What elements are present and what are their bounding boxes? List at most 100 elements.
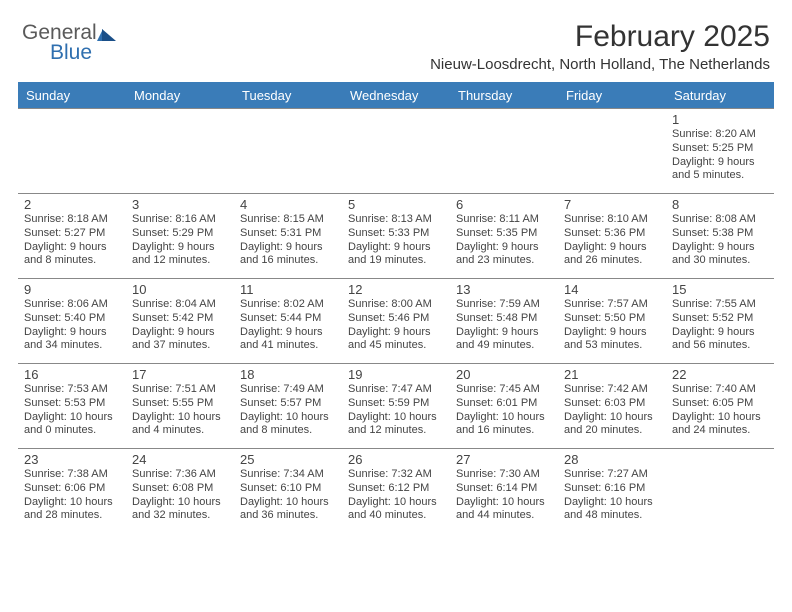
day-info-line: Sunrise: 8:00 AM — [348, 298, 444, 312]
empty-cell — [234, 109, 342, 193]
day-info-line: Sunrise: 7:57 AM — [564, 298, 660, 312]
day-cell: 15Sunrise: 7:55 AMSunset: 5:52 PMDayligh… — [666, 279, 774, 363]
calendar-body: 1Sunrise: 8:20 AMSunset: 5:25 PMDaylight… — [18, 108, 774, 533]
empty-cell — [126, 109, 234, 193]
day-info-line: Sunrise: 7:55 AM — [672, 298, 768, 312]
day-info-line: and 8 minutes. — [24, 254, 120, 268]
day-number: 15 — [672, 282, 768, 297]
logo: General Blue — [22, 22, 116, 63]
day-info-line: Daylight: 9 hours — [348, 326, 444, 340]
day-info-line: Sunset: 5:33 PM — [348, 227, 444, 241]
week-row: 16Sunrise: 7:53 AMSunset: 5:53 PMDayligh… — [18, 363, 774, 448]
day-info-line: and 56 minutes. — [672, 339, 768, 353]
day-info-line: and 48 minutes. — [564, 509, 660, 523]
day-info-line: Daylight: 9 hours — [672, 241, 768, 255]
day-cell: 27Sunrise: 7:30 AMSunset: 6:14 PMDayligh… — [450, 449, 558, 533]
day-header: Wednesday — [342, 84, 450, 108]
day-number: 3 — [132, 197, 228, 212]
title-block: February 2025 Nieuw-Loosdrecht, North Ho… — [430, 20, 770, 73]
day-cell: 23Sunrise: 7:38 AMSunset: 6:06 PMDayligh… — [18, 449, 126, 533]
day-info-line: Sunset: 5:46 PM — [348, 312, 444, 326]
day-info-line: Sunrise: 7:30 AM — [456, 468, 552, 482]
day-info-line: and 53 minutes. — [564, 339, 660, 353]
day-info-line: and 16 minutes. — [240, 254, 336, 268]
day-info-line: Sunrise: 7:38 AM — [24, 468, 120, 482]
day-info-line: and 45 minutes. — [348, 339, 444, 353]
week-row: 23Sunrise: 7:38 AMSunset: 6:06 PMDayligh… — [18, 448, 774, 533]
day-info-line: Sunrise: 8:15 AM — [240, 213, 336, 227]
day-number: 23 — [24, 452, 120, 467]
day-info-line: and 5 minutes. — [672, 169, 768, 183]
day-info-line: and 24 minutes. — [672, 424, 768, 438]
day-info-line: Sunrise: 7:27 AM — [564, 468, 660, 482]
day-info-line: Sunset: 5:59 PM — [348, 397, 444, 411]
day-cell: 25Sunrise: 7:34 AMSunset: 6:10 PMDayligh… — [234, 449, 342, 533]
day-info-line: Sunset: 5:53 PM — [24, 397, 120, 411]
calendar-header-row: SundayMondayTuesdayWednesdayThursdayFrid… — [18, 84, 774, 108]
day-number: 9 — [24, 282, 120, 297]
day-cell: 1Sunrise: 8:20 AMSunset: 5:25 PMDaylight… — [666, 109, 774, 193]
day-info-line: Daylight: 9 hours — [240, 326, 336, 340]
day-info-line: Sunrise: 8:10 AM — [564, 213, 660, 227]
day-number: 5 — [348, 197, 444, 212]
day-info-line: Sunrise: 7:34 AM — [240, 468, 336, 482]
day-info-line: Sunrise: 7:45 AM — [456, 383, 552, 397]
day-info-line: Daylight: 10 hours — [132, 411, 228, 425]
day-number: 13 — [456, 282, 552, 297]
empty-cell — [18, 109, 126, 193]
day-info-line: Sunset: 5:29 PM — [132, 227, 228, 241]
day-cell: 6Sunrise: 8:11 AMSunset: 5:35 PMDaylight… — [450, 194, 558, 278]
day-info-line: Sunrise: 7:53 AM — [24, 383, 120, 397]
day-number: 28 — [564, 452, 660, 467]
day-info-line: Sunset: 5:50 PM — [564, 312, 660, 326]
day-header: Tuesday — [234, 84, 342, 108]
day-cell: 10Sunrise: 8:04 AMSunset: 5:42 PMDayligh… — [126, 279, 234, 363]
day-cell: 20Sunrise: 7:45 AMSunset: 6:01 PMDayligh… — [450, 364, 558, 448]
day-info-line: and 32 minutes. — [132, 509, 228, 523]
day-info-line: Sunrise: 7:40 AM — [672, 383, 768, 397]
day-number: 12 — [348, 282, 444, 297]
day-info-line: Sunset: 6:16 PM — [564, 482, 660, 496]
day-info-line: and 41 minutes. — [240, 339, 336, 353]
day-info-line: Daylight: 10 hours — [348, 411, 444, 425]
day-number: 21 — [564, 367, 660, 382]
day-info-line: Sunrise: 8:13 AM — [348, 213, 444, 227]
day-number: 26 — [348, 452, 444, 467]
logo-blue-text: Blue — [50, 42, 116, 63]
day-number: 7 — [564, 197, 660, 212]
day-info-line: Sunrise: 8:20 AM — [672, 128, 768, 142]
day-info-line: Daylight: 10 hours — [132, 496, 228, 510]
day-info-line: Sunrise: 8:18 AM — [24, 213, 120, 227]
day-info-line: Sunrise: 8:08 AM — [672, 213, 768, 227]
day-info-line: Daylight: 9 hours — [240, 241, 336, 255]
day-number: 20 — [456, 367, 552, 382]
day-info-line: and 23 minutes. — [456, 254, 552, 268]
day-info-line: Sunrise: 7:51 AM — [132, 383, 228, 397]
day-cell: 18Sunrise: 7:49 AMSunset: 5:57 PMDayligh… — [234, 364, 342, 448]
day-number: 1 — [672, 112, 768, 127]
day-info-line: Sunrise: 8:04 AM — [132, 298, 228, 312]
day-info-line: and 49 minutes. — [456, 339, 552, 353]
day-info-line: Sunset: 5:35 PM — [456, 227, 552, 241]
day-cell: 5Sunrise: 8:13 AMSunset: 5:33 PMDaylight… — [342, 194, 450, 278]
day-number: 14 — [564, 282, 660, 297]
day-info-line: Sunset: 6:14 PM — [456, 482, 552, 496]
location-subtitle: Nieuw-Loosdrecht, North Holland, The Net… — [430, 56, 770, 73]
day-info-line: Sunset: 5:38 PM — [672, 227, 768, 241]
day-cell: 17Sunrise: 7:51 AMSunset: 5:55 PMDayligh… — [126, 364, 234, 448]
day-cell: 9Sunrise: 8:06 AMSunset: 5:40 PMDaylight… — [18, 279, 126, 363]
day-info-line: Daylight: 9 hours — [132, 241, 228, 255]
day-info-line: Sunrise: 7:47 AM — [348, 383, 444, 397]
day-number: 18 — [240, 367, 336, 382]
day-number: 4 — [240, 197, 336, 212]
day-info-line: Daylight: 10 hours — [564, 496, 660, 510]
day-number: 8 — [672, 197, 768, 212]
calendar-table: SundayMondayTuesdayWednesdayThursdayFrid… — [18, 82, 774, 533]
day-info-line: Sunset: 6:08 PM — [132, 482, 228, 496]
day-cell: 22Sunrise: 7:40 AMSunset: 6:05 PMDayligh… — [666, 364, 774, 448]
day-info-line: Sunset: 5:57 PM — [240, 397, 336, 411]
day-number: 17 — [132, 367, 228, 382]
day-cell: 3Sunrise: 8:16 AMSunset: 5:29 PMDaylight… — [126, 194, 234, 278]
day-info-line: and 12 minutes. — [348, 424, 444, 438]
logo-triangle-icon — [102, 29, 116, 41]
